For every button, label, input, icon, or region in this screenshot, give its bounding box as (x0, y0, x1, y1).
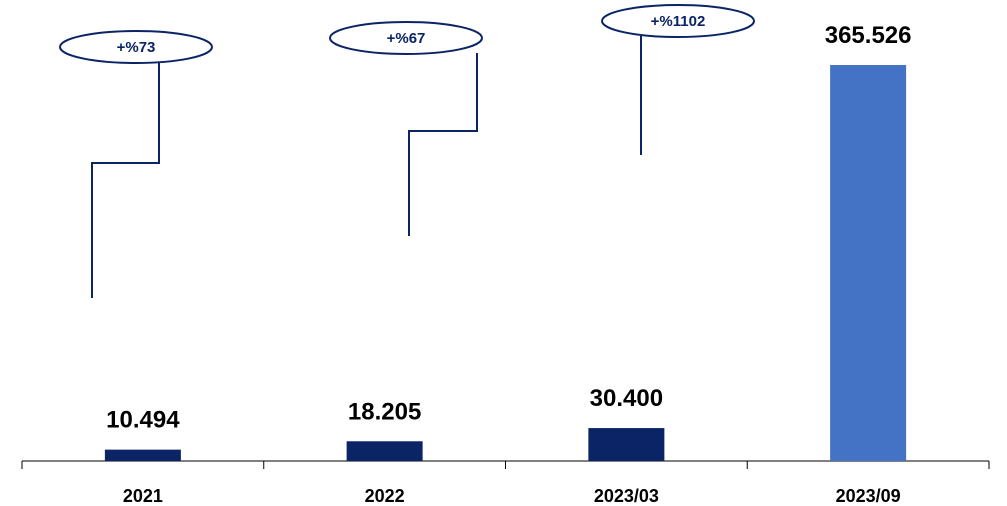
x-tick-label: 2023/09 (836, 486, 901, 506)
bar (346, 441, 423, 461)
growth-label: +%1102 (651, 13, 706, 30)
bar (588, 428, 665, 461)
growth-callout (59, 30, 213, 64)
data-label: 18.205 (348, 398, 421, 425)
x-tick-label: 2023/03 (594, 486, 659, 506)
growth-connector (408, 53, 478, 236)
data-label: 30.400 (590, 385, 663, 412)
growth-label: +%73 (117, 39, 156, 56)
bar (104, 449, 181, 461)
x-tick-label: 2021 (123, 486, 163, 506)
growth-connector (91, 62, 160, 298)
data-label: 365.526 (825, 22, 912, 49)
x-tick-label: 2022 (365, 486, 405, 506)
growth-label: +%67 (387, 30, 426, 47)
bar (830, 65, 907, 461)
data-label: 10.494 (106, 407, 180, 434)
growth-callout (329, 21, 483, 55)
growth-callout (601, 4, 755, 38)
